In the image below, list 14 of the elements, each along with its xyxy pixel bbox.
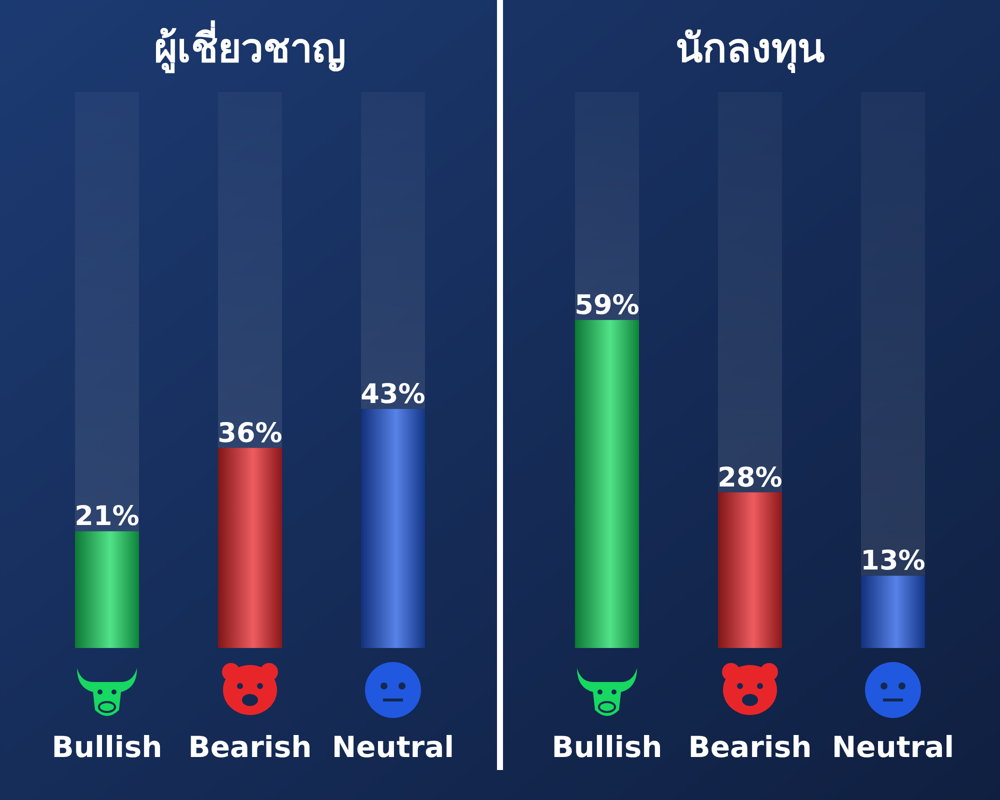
data-label: 13% <box>860 546 926 577</box>
data-label: 28% <box>718 462 782 494</box>
x-tick-label: Bearish <box>188 730 312 764</box>
chart-title: นักลงทุน <box>676 26 824 74</box>
x-tick-label: Bullish <box>552 730 662 764</box>
x-tick-label: Neutral <box>332 730 454 764</box>
x-tick-label: Bearish <box>688 730 812 764</box>
chart-title: ผู้เชี่ยวชาญ <box>154 20 346 73</box>
data-label: 59% <box>574 290 640 321</box>
data-label: 36% <box>218 418 282 449</box>
x-tick-label: Neutral <box>832 730 954 764</box>
x-tick-label: Bullish <box>52 730 162 764</box>
data-label: 43% <box>360 378 426 410</box>
data-label: 21% <box>74 501 140 532</box>
